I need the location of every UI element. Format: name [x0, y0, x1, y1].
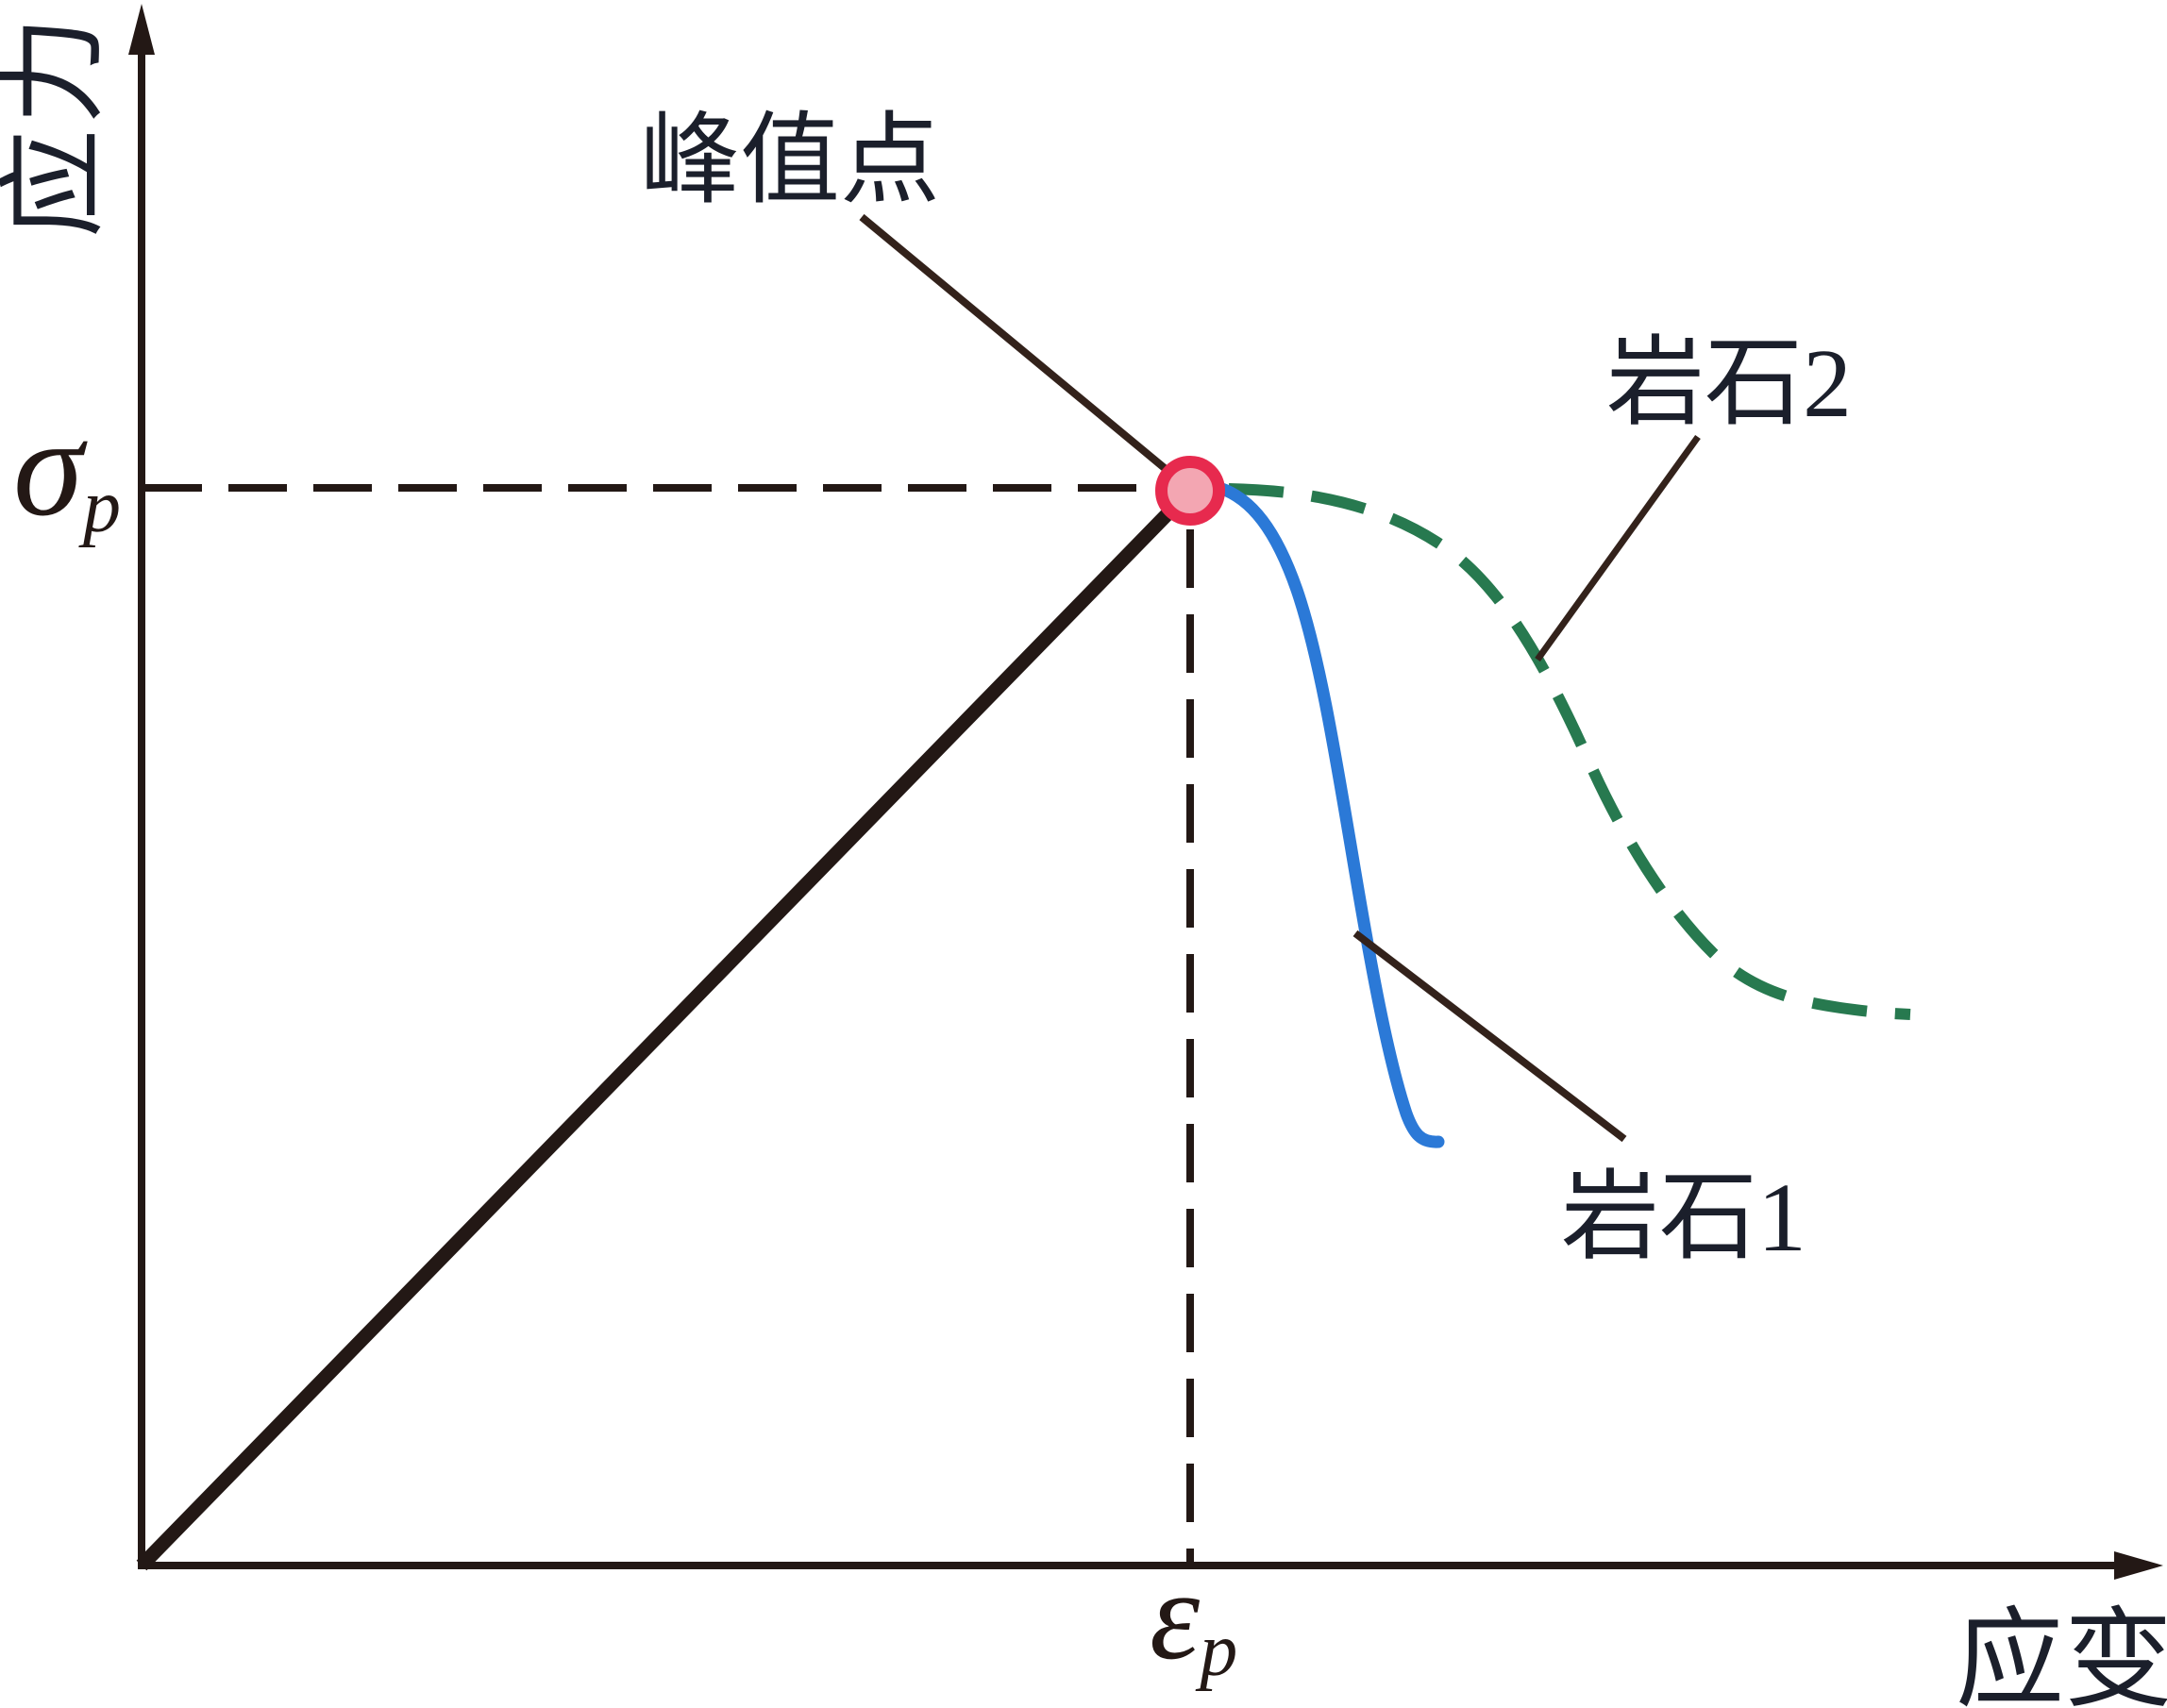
rock1-pointer-line: [1352, 929, 1627, 1143]
loading-line: [136, 485, 1196, 1571]
sigma-p-label: σp: [13, 389, 121, 548]
rock2-curve: [1228, 483, 1911, 1020]
rock1-label: 岩石1: [1561, 1164, 1806, 1272]
rock1-curve: [1213, 481, 1445, 1148]
peak-point-pointer-line: [859, 213, 1168, 473]
x-axis-label: 应变: [1956, 1600, 2167, 1708]
rock2-pointer-line: [1535, 434, 1701, 662]
epsilon-subscript: p: [1195, 1609, 1237, 1692]
y-axis-arrowhead-icon: [128, 4, 155, 55]
sigma-symbol: σ: [13, 389, 88, 545]
peak-point-label: 峰值点: [640, 106, 940, 216]
epsilon-p-label: εp: [1150, 1546, 1237, 1692]
epsilon-symbol: ε: [1150, 1546, 1201, 1686]
y-axis-label: 应力: [0, 11, 114, 238]
sigma-subscript: p: [78, 465, 121, 548]
peak-point-marker: [1155, 456, 1225, 526]
rock2-label: 岩石2: [1606, 329, 1852, 438]
x-axis-arrowhead-icon: [2114, 1551, 2163, 1580]
